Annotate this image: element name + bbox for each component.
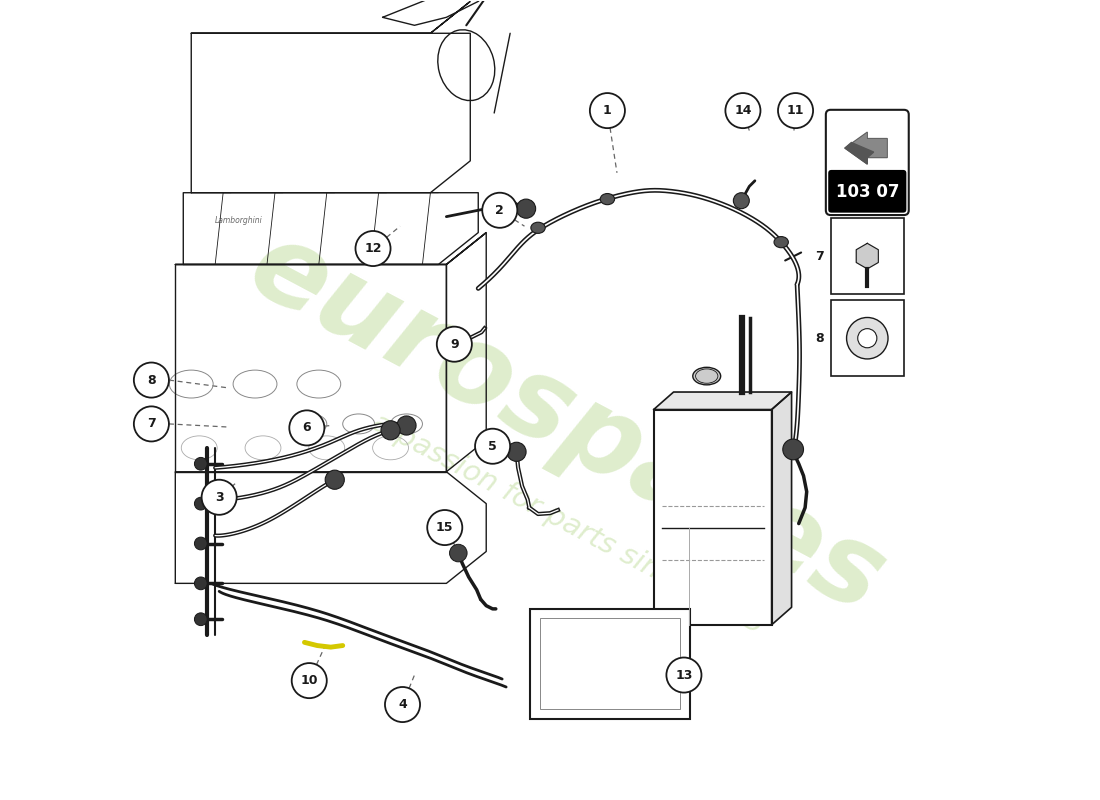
Polygon shape	[856, 243, 878, 269]
Text: 13: 13	[675, 669, 693, 682]
Circle shape	[201, 480, 236, 515]
Text: 4: 4	[398, 698, 407, 711]
Circle shape	[355, 231, 390, 266]
Polygon shape	[845, 132, 888, 164]
Ellipse shape	[693, 367, 720, 385]
Text: Lamborghini: Lamborghini	[216, 216, 263, 225]
Circle shape	[195, 498, 207, 510]
Text: eurospares: eurospares	[232, 212, 903, 636]
Circle shape	[195, 577, 207, 590]
Circle shape	[397, 416, 416, 435]
Text: 9: 9	[450, 338, 459, 350]
Circle shape	[134, 406, 169, 442]
Text: 12: 12	[364, 242, 382, 255]
Text: 7: 7	[147, 418, 156, 430]
FancyBboxPatch shape	[653, 410, 771, 625]
FancyBboxPatch shape	[826, 110, 909, 215]
Text: 15: 15	[436, 521, 453, 534]
Text: 103 07: 103 07	[836, 183, 899, 201]
Circle shape	[734, 193, 749, 209]
Circle shape	[444, 335, 464, 356]
Circle shape	[507, 442, 526, 462]
Polygon shape	[653, 392, 792, 410]
FancyBboxPatch shape	[530, 609, 690, 719]
Circle shape	[385, 687, 420, 722]
Text: a passion for parts since 1985: a passion for parts since 1985	[366, 408, 768, 639]
Text: 3: 3	[214, 490, 223, 504]
Text: 8: 8	[815, 332, 824, 345]
Circle shape	[778, 93, 813, 128]
Circle shape	[783, 439, 803, 460]
Circle shape	[381, 421, 400, 440]
Circle shape	[450, 544, 468, 562]
Circle shape	[289, 410, 324, 446]
Polygon shape	[845, 142, 873, 164]
Text: 6: 6	[302, 422, 311, 434]
Circle shape	[292, 663, 327, 698]
Circle shape	[195, 537, 207, 550]
Circle shape	[517, 199, 536, 218]
Circle shape	[195, 458, 207, 470]
Circle shape	[482, 193, 517, 228]
Ellipse shape	[531, 222, 546, 234]
Text: 5: 5	[488, 440, 497, 453]
Text: 8: 8	[147, 374, 156, 386]
Circle shape	[847, 318, 888, 359]
Circle shape	[195, 613, 207, 626]
FancyBboxPatch shape	[828, 170, 906, 213]
Text: 14: 14	[734, 104, 751, 117]
Circle shape	[475, 429, 510, 464]
Text: 11: 11	[786, 104, 804, 117]
Circle shape	[326, 470, 344, 490]
Circle shape	[134, 362, 169, 398]
Text: 10: 10	[300, 674, 318, 687]
Circle shape	[437, 326, 472, 362]
Text: 7: 7	[815, 250, 824, 262]
Polygon shape	[771, 392, 792, 625]
Circle shape	[858, 329, 877, 348]
Circle shape	[725, 93, 760, 128]
Circle shape	[427, 510, 462, 545]
Circle shape	[590, 93, 625, 128]
FancyBboxPatch shape	[830, 218, 904, 294]
Ellipse shape	[774, 237, 789, 248]
Circle shape	[667, 658, 702, 693]
Text: 1: 1	[603, 104, 612, 117]
Ellipse shape	[601, 194, 615, 205]
FancyBboxPatch shape	[830, 300, 904, 376]
Text: 2: 2	[495, 204, 504, 217]
